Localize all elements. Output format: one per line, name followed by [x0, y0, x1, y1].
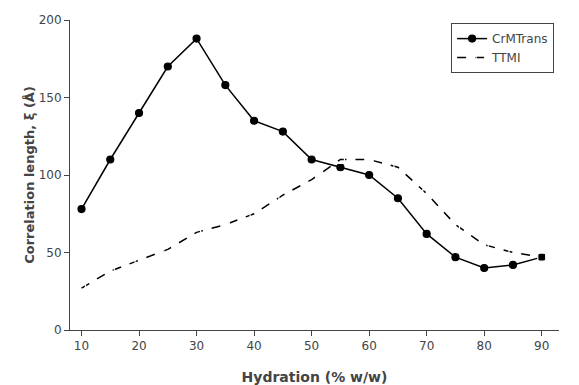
svg-text:20: 20 — [131, 339, 146, 353]
svg-text:80: 80 — [477, 339, 492, 353]
svg-text:40: 40 — [246, 339, 261, 353]
svg-text:30: 30 — [189, 339, 204, 353]
svg-text:90: 90 — [534, 339, 549, 353]
svg-text:150: 150 — [39, 91, 62, 105]
svg-text:TTMI: TTMI — [491, 51, 520, 65]
svg-text:10: 10 — [74, 339, 89, 353]
svg-text:50: 50 — [46, 246, 61, 260]
svg-text:0: 0 — [54, 323, 62, 337]
svg-text:Correlation length, ξ (Å): Correlation length, ξ (Å) — [22, 86, 37, 264]
svg-text:Hydration (% w/w): Hydration (% w/w) — [242, 369, 388, 385]
svg-text:60: 60 — [362, 339, 377, 353]
svg-text:CrMTrans: CrMTrans — [492, 32, 547, 46]
svg-text:50: 50 — [304, 339, 319, 353]
svg-text:200: 200 — [39, 13, 62, 27]
svg-text:70: 70 — [419, 339, 434, 353]
svg-text:100: 100 — [39, 168, 62, 182]
